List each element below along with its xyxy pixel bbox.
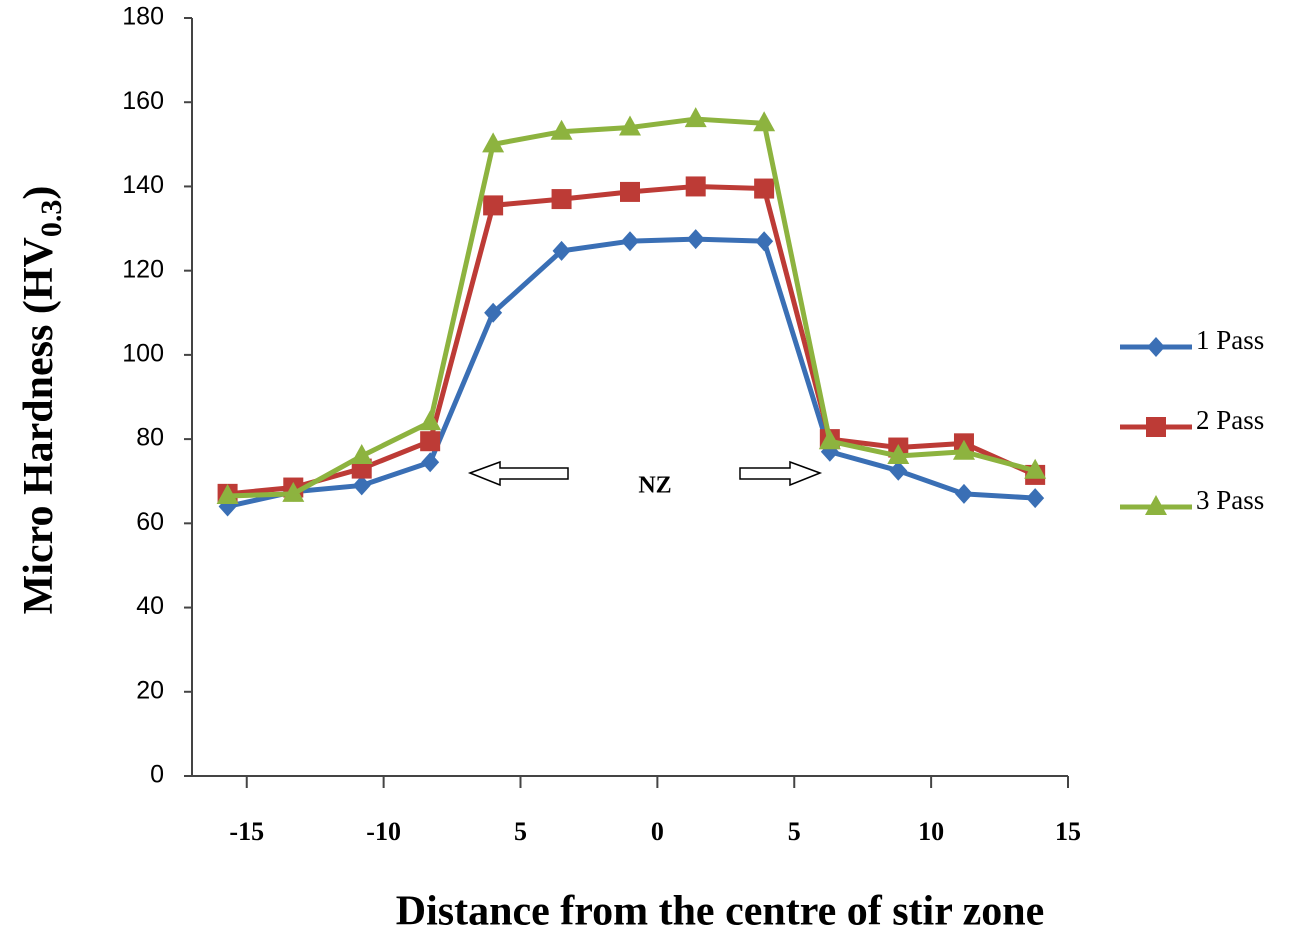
marker-diamond [421,452,440,473]
marker-diamond [755,231,774,252]
x-tick-label: 10 [918,817,944,846]
y-axis-label-main: Micro Hardness (HV [16,237,62,614]
marker-triangle [887,443,910,464]
y-tick-label: 140 [122,171,164,199]
y-tick-label: 160 [122,87,164,115]
series-line [227,116,1036,499]
marker-diamond [954,483,973,504]
marker-square [420,431,441,452]
marker-triangle [952,439,975,460]
marker-square [483,195,504,216]
x-tick-label: 0 [651,817,664,846]
y-tick-label: 180 [122,3,164,31]
marker-square [551,189,572,210]
y-tick-label: 20 [136,676,164,704]
marker-triangle [684,107,707,128]
series-line [227,236,1036,509]
marker-triangle [818,429,841,450]
marker-triangle [419,410,442,431]
marker-diamond [1026,488,1045,509]
marker-triangle [350,443,373,464]
marker-diamond [686,229,705,250]
marker-triangle [550,119,573,140]
marker-triangle [753,111,776,132]
marker-square [685,176,706,197]
y-tick-label: 60 [136,508,164,536]
series-line [227,183,1037,497]
x-tick-label: -10 [366,817,401,846]
y-tick-label: 40 [136,592,164,620]
legend-label: 2 Pass [1196,405,1264,435]
x-tick-label: 5 [788,817,801,846]
marker-diamond [621,231,639,252]
marker-triangle [282,481,305,502]
marker-square [620,181,640,202]
y-tick-label: 100 [122,339,164,367]
x-tick-label: -15 [229,817,264,846]
y-axis-label-suffix: ) [16,186,62,200]
marker-triangle [619,115,641,136]
y-axis-label-subscript: 0.3 [35,200,68,238]
marker-triangle [482,132,505,153]
y-axis-label: Micro Hardness (HV0.3) [16,186,68,615]
marker-triangle [1024,458,1047,479]
marker-triangle [216,483,239,504]
marker-diamond [484,302,503,323]
marker-diamond [889,460,908,481]
marker-square [754,178,775,199]
legend-label: 1 Pass [1196,325,1264,355]
annotation: NZ [638,473,671,499]
marker-diamond [552,240,571,261]
y-tick-label: 0 [150,761,164,789]
arrow-left [467,460,569,487]
y-tick-label: 80 [136,424,164,452]
x-tick-label: 15 [1055,817,1081,846]
arrow-right [739,460,823,487]
x-tick-label: 5 [514,817,527,846]
legend-label: 3 Pass [1196,485,1264,515]
marker-triangle [1145,495,1167,515]
marker-diamond [1147,337,1165,357]
marker-square [1146,417,1166,437]
marker-diamond [352,475,371,496]
x-axis-label: Distance from the centre of stir zone [396,889,1044,935]
y-tick-label: 120 [122,255,164,283]
